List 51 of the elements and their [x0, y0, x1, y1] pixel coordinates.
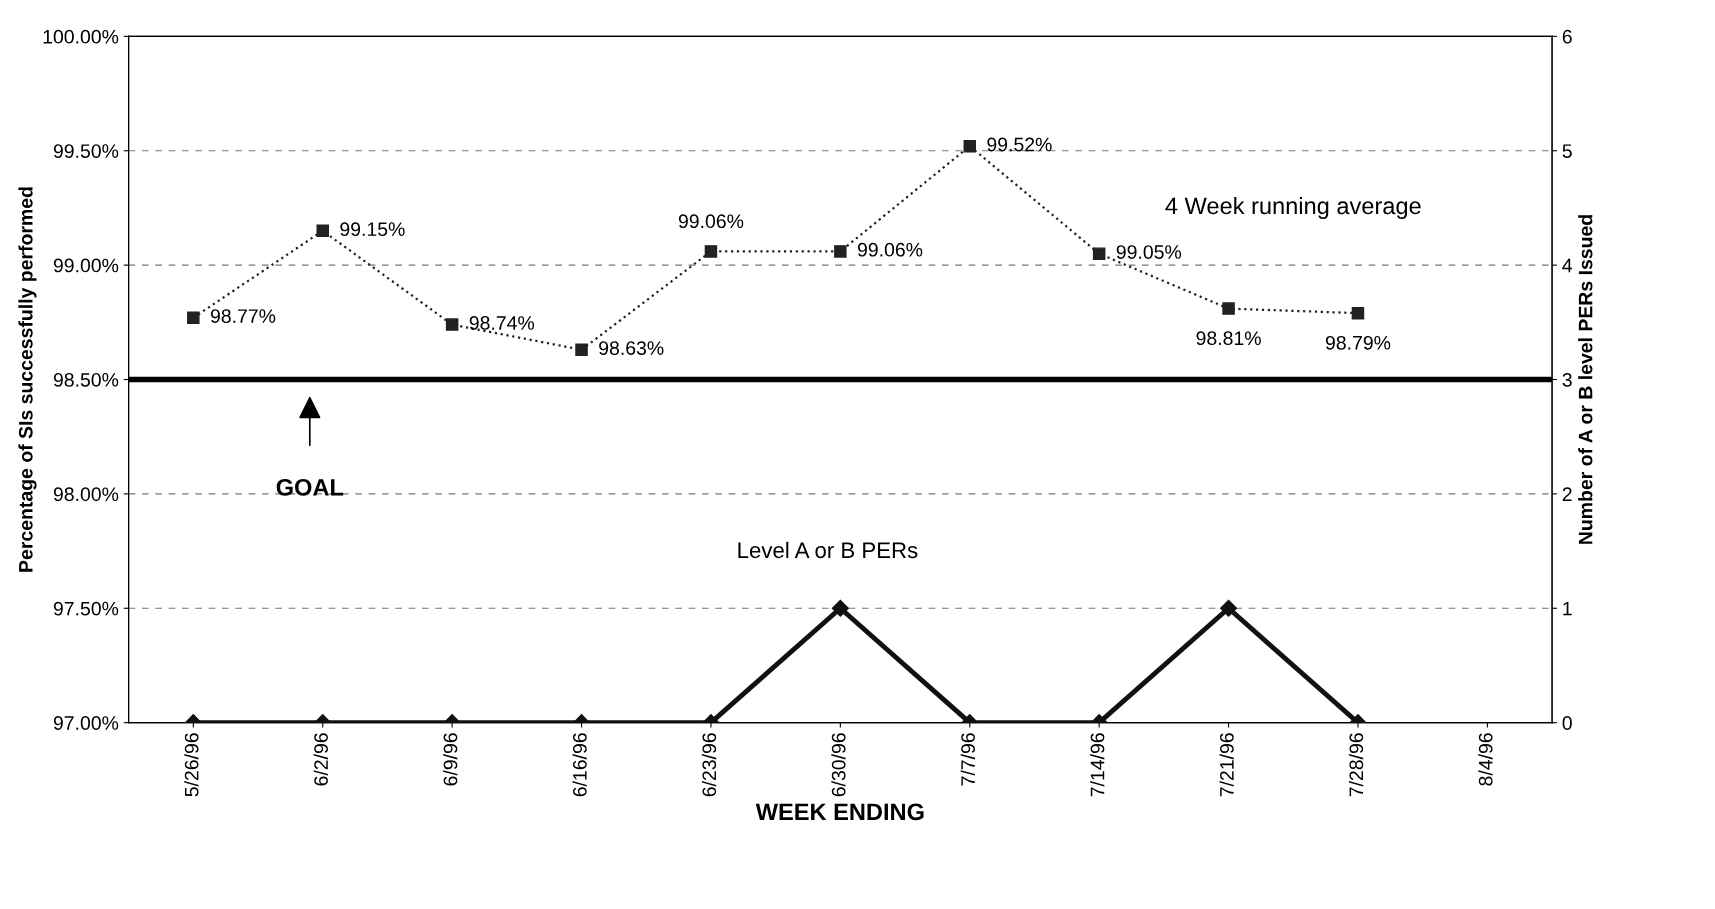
- x-tick-label: 6/16/96: [572, 733, 587, 797]
- y-tick-label: 99.00%: [53, 258, 119, 273]
- data-label: 99.15%: [340, 222, 405, 237]
- x-tick-label: 7/7/96: [960, 733, 975, 786]
- y2-tick-label: 6: [1562, 29, 1572, 44]
- point: [1092, 247, 1106, 260]
- y2-axis-title: Number of A or B level PERs Issued: [1578, 215, 1593, 544]
- x-axis-title: WEEK ENDING: [755, 803, 924, 821]
- x-tick-label: 7/14/96: [1090, 733, 1105, 797]
- y2-tick-label: 0: [1562, 716, 1572, 730]
- data-label: 99.05%: [1116, 245, 1182, 259]
- data-label: 98.74%: [469, 316, 535, 330]
- point: [1351, 306, 1365, 320]
- point: [316, 224, 329, 238]
- y2-tick-label: 2: [1562, 487, 1572, 501]
- data-label: 99.06%: [857, 242, 923, 257]
- x-tick-label: 7/28/96: [1348, 733, 1364, 797]
- x-tick-label: 6/9/96: [443, 733, 458, 786]
- y-tick-label: 97.00%: [53, 716, 119, 730]
- annotation: GOAL: [276, 478, 344, 496]
- x-tick-label: 5/26/96: [184, 733, 199, 797]
- point: [704, 245, 718, 258]
- data-label: 99.06%: [678, 214, 744, 229]
- point: [575, 343, 588, 357]
- point: [187, 311, 200, 324]
- y2-tick-label: 4: [1562, 258, 1573, 273]
- y-tick-label: 98.50%: [53, 372, 119, 387]
- y-tick-label: 100.00%: [43, 29, 119, 44]
- y-tick-label: 99.50%: [53, 144, 119, 158]
- text: 4 Week running average: [1165, 196, 1421, 219]
- y-tick-label: 97.50%: [53, 601, 119, 616]
- data-label: 98.79%: [1325, 335, 1391, 350]
- data-label: 98.77%: [210, 309, 276, 323]
- text: Level A or B PERs: [738, 541, 918, 559]
- y-tick-label: 98.00%: [53, 487, 119, 502]
- point: [834, 245, 847, 258]
- point: [445, 318, 459, 331]
- x-tick-label: 6/30/96: [831, 733, 846, 797]
- x-tick-label: 6/2/96: [313, 733, 328, 786]
- data-label: 99.52%: [987, 137, 1052, 152]
- x-tick-label: 6/23/96: [701, 733, 717, 797]
- y-axis-title: Percentage of SIs successfully performed: [18, 187, 37, 572]
- y2-tick-label: 1: [1563, 601, 1572, 616]
- data-label: 98.81%: [1196, 331, 1261, 346]
- point: [963, 139, 977, 153]
- point: [1222, 302, 1235, 315]
- data-label: 98.63%: [599, 341, 664, 355]
- y2-tick-label: 3: [1562, 372, 1572, 387]
- x-tick-label: 8/4/96: [1478, 733, 1493, 786]
- x-tick-label: 7/21/96: [1219, 733, 1234, 797]
- y2-tick-label: 5: [1562, 144, 1572, 158]
